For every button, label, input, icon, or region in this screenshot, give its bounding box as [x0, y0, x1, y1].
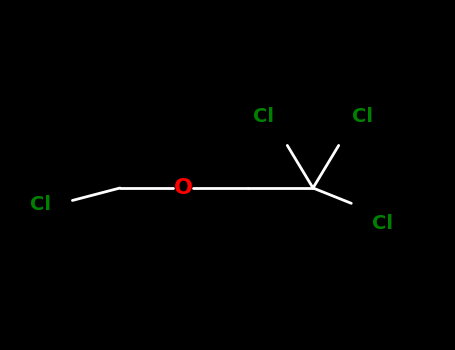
Text: O: O	[173, 178, 192, 198]
Text: Cl: Cl	[372, 214, 393, 233]
Text: Cl: Cl	[253, 107, 274, 126]
Text: Cl: Cl	[30, 196, 51, 215]
Text: Cl: Cl	[352, 107, 373, 126]
